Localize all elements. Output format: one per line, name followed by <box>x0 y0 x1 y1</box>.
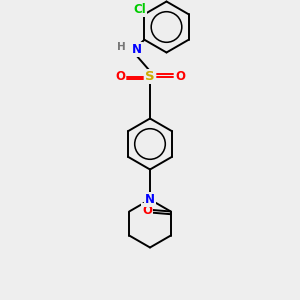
Text: O: O <box>142 203 152 217</box>
Text: O: O <box>175 70 185 83</box>
Text: N: N <box>145 193 155 206</box>
Text: N: N <box>145 193 155 206</box>
Text: S: S <box>145 70 155 83</box>
Text: O: O <box>115 70 125 83</box>
Text: H: H <box>116 42 125 52</box>
Text: N: N <box>132 43 142 56</box>
Text: Cl: Cl <box>134 3 146 16</box>
